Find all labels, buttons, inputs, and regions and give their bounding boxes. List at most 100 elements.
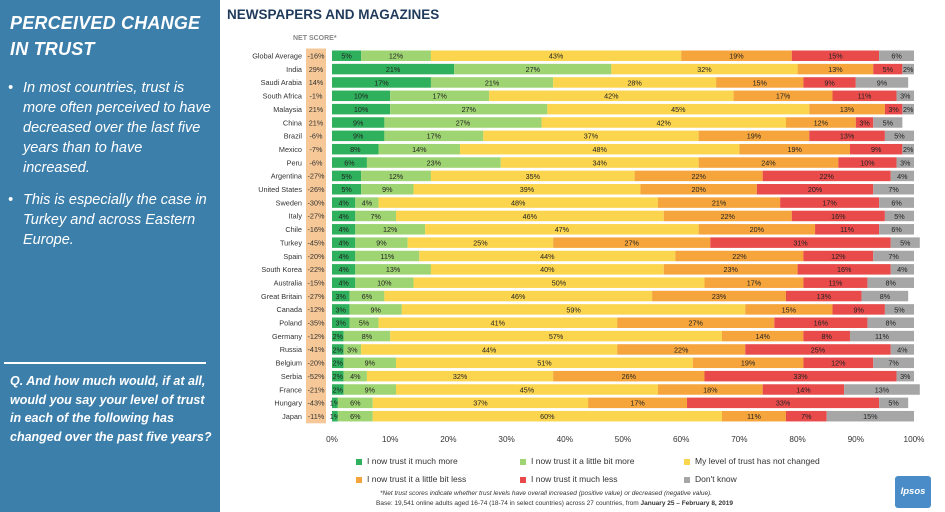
data-label: 12% [389, 172, 404, 181]
bar-segment [361, 50, 431, 61]
bar-segment [361, 170, 431, 182]
net-score-value: -16% [307, 225, 325, 234]
sidebar-panel: PERCEIVED CHANGE IN TRUST In most countr… [0, 0, 220, 512]
bar-segment [704, 277, 804, 288]
bar-segment [617, 344, 746, 355]
bar-segment [337, 410, 373, 422]
bar-segment [879, 224, 914, 235]
bar-segment [553, 370, 705, 382]
data-label: 4% [338, 212, 349, 221]
bar-segment [343, 344, 362, 355]
data-label: 17% [374, 78, 389, 87]
net-score-value: 21% [309, 105, 324, 114]
data-label: 24% [761, 158, 776, 167]
bar-segment [396, 384, 658, 395]
data-label: 9% [871, 145, 882, 154]
bar-segment [355, 264, 431, 275]
bar-segment [733, 90, 833, 102]
bar-segment [413, 277, 705, 288]
bar-segment [884, 130, 914, 142]
bar-segment [879, 397, 909, 409]
net-score-header: NET SCORE* [293, 35, 337, 42]
bar-segment [762, 384, 845, 395]
data-label: 27% [456, 118, 471, 127]
data-label: 4% [897, 265, 908, 274]
data-label: 4% [338, 239, 349, 248]
data-label: 12% [389, 52, 404, 61]
base-note-text: Base: 19,541 online adults aged 16-74 (1… [376, 500, 641, 507]
data-label: 35% [526, 172, 541, 181]
bar-segment [390, 330, 722, 342]
bar-segment [430, 50, 682, 61]
net-score-value: -30% [307, 198, 325, 207]
bar-segment [396, 357, 693, 369]
data-label: 8% [886, 319, 897, 328]
country-label: Serbia [281, 372, 303, 381]
legend-swatch [356, 476, 362, 483]
data-label: 5% [341, 185, 352, 194]
bar-segment [355, 250, 420, 262]
legend-swatch [684, 476, 690, 483]
bar-segment [832, 90, 897, 102]
country-label: Sweden [276, 198, 302, 207]
country-label: Chile [285, 225, 302, 234]
legend-item-much-less: I now trust it much less [520, 474, 617, 484]
bar-segment [873, 184, 914, 195]
data-label: 3% [336, 292, 347, 301]
legend-swatch [520, 458, 526, 465]
data-label: 15% [782, 305, 797, 314]
data-label: 4% [338, 225, 349, 234]
bar-segment [861, 290, 909, 302]
bar-segment [401, 304, 746, 315]
data-label: 20% [691, 185, 706, 194]
stacked-bar-chart: Global Average -16% 5% 12% 43% 19% 15% 6% India 2… [252, 48, 925, 444]
bar-segment [791, 50, 880, 61]
data-label: 21% [485, 78, 500, 87]
data-label: 8% [362, 332, 373, 341]
data-label: 2% [333, 372, 344, 381]
country-label: Brazil [284, 132, 303, 141]
data-label: 10% [354, 105, 369, 114]
survey-question: Q. And how much would, if at all, would … [10, 374, 212, 444]
bar-segment [483, 130, 699, 142]
bar-segment [797, 63, 874, 75]
data-label: 37% [584, 132, 599, 141]
data-label: 13% [386, 265, 401, 274]
sidebar-divider [4, 362, 206, 364]
bar-segment [809, 130, 885, 142]
bar-segment [355, 210, 397, 222]
data-label: 27% [526, 65, 541, 74]
bar-segment [332, 157, 367, 168]
data-label: 2% [903, 65, 914, 74]
bar-segment [378, 317, 618, 328]
bar-segment [588, 397, 688, 409]
data-label: 42% [604, 92, 619, 101]
bar-segment [756, 184, 874, 195]
chart-title: NEWSPAPERS AND MAGAZINES [227, 7, 440, 22]
bar-segment [721, 410, 786, 422]
data-label: 21% [712, 198, 727, 207]
data-label: 9% [854, 305, 865, 314]
bar-segment [803, 77, 856, 88]
bar-segment [332, 103, 391, 115]
country-label: Poland [279, 319, 302, 328]
data-label: 25% [811, 345, 826, 354]
net-score-value: -41% [307, 345, 325, 354]
country-label: Saudi Arabia [261, 78, 303, 87]
country-label: Peru [287, 158, 302, 167]
data-label: 37% [473, 399, 488, 408]
x-tick-label: 100% [904, 435, 925, 444]
bar-segment [873, 117, 903, 128]
bar-segment [337, 397, 373, 409]
bar-segment [838, 157, 897, 168]
bar-segment [500, 157, 699, 168]
legend-label: Don't know [695, 474, 737, 484]
x-tick-label: 60% [673, 435, 689, 444]
data-label: 8% [350, 145, 361, 154]
data-label: 5% [341, 172, 352, 181]
data-label: 11% [829, 279, 843, 288]
data-label: 32% [697, 65, 712, 74]
bar-segment [611, 63, 798, 75]
base-note: Base: 19,541 online adults aged 16-74 (1… [376, 500, 733, 507]
bar-segment [902, 103, 914, 115]
